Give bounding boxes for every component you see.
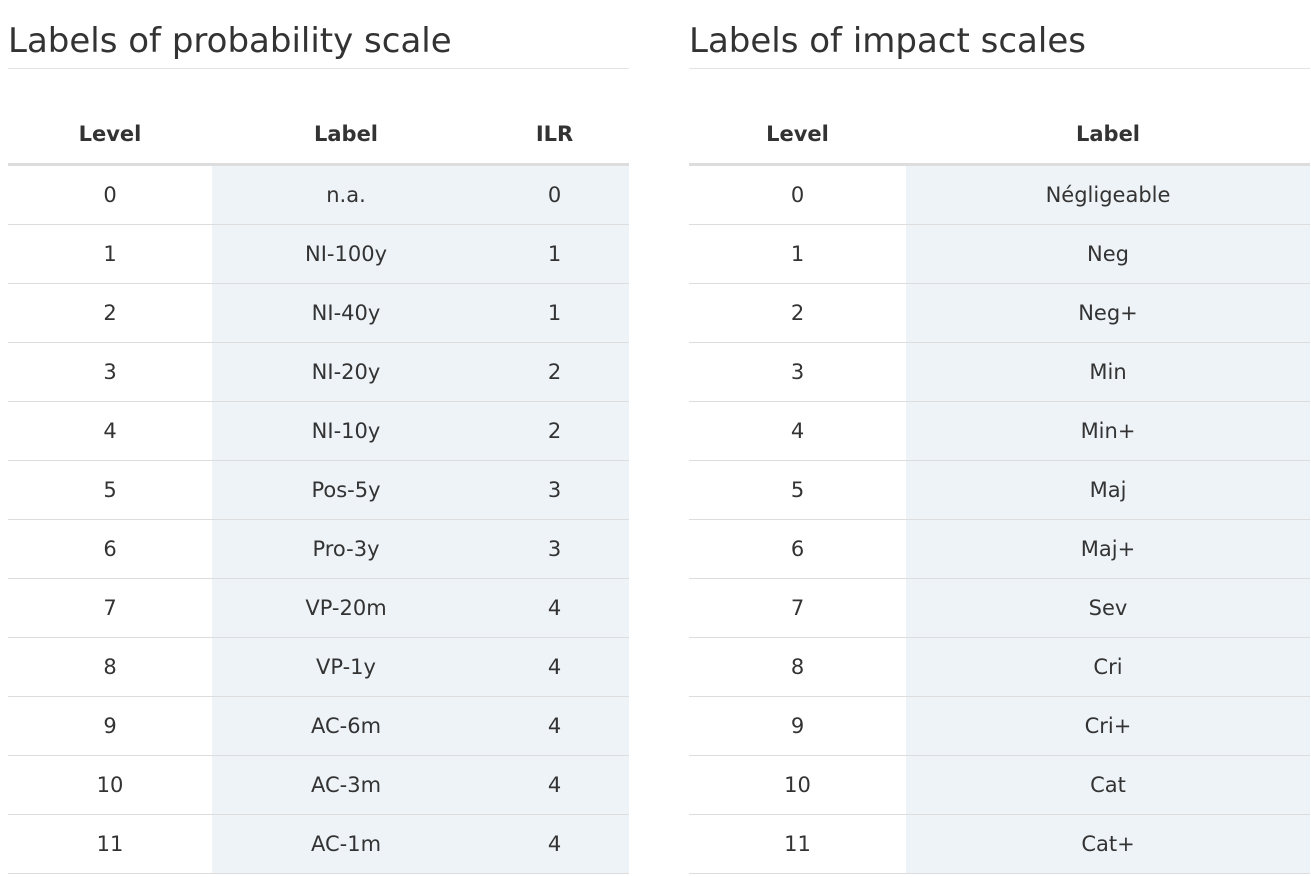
cell-level: 8 [689,637,906,697]
table-row: 0 Négligeable [689,164,1310,225]
table-header-row: Level Label ILR [8,105,629,166]
cell-level: 2 [8,283,212,343]
table-row: 4 NI-10y 2 [8,401,629,461]
table-row: 0 n.a. 0 [8,164,629,225]
cell-level: 5 [689,460,906,520]
table-row: 5 Maj [689,460,1310,520]
cell-level: 0 [8,164,212,225]
cell-ilr: 3 [480,519,629,579]
table-row: 2 Neg+ [689,283,1310,343]
cell-label: Sev [906,578,1310,638]
cell-label: Cri [906,637,1310,697]
cell-level: 9 [8,696,212,756]
cell-level: 1 [689,224,906,284]
impact-scale-table: Level Label 0 Négligeable 1 Neg 2 Neg+ 3 Min 4 Mi… [689,105,1310,874]
cell-label: VP-20m [212,578,480,638]
cell-label: Neg+ [906,283,1310,343]
cell-level: 10 [8,755,212,815]
impact-scale-panel: Labels of impact scales Level Label 0 Nég… [689,0,1310,874]
cell-label: n.a. [212,164,480,225]
table-row: 9 AC-6m 4 [8,696,629,756]
table-row: 6 Pro-3y 3 [8,519,629,579]
table-row: 4 Min+ [689,401,1310,461]
cell-ilr: 0 [480,164,629,225]
cell-label: Neg [906,224,1310,284]
cell-ilr: 3 [480,460,629,520]
table-row: 2 NI-40y 1 [8,283,629,343]
table-row: 9 Cri+ [689,696,1310,756]
impact-scale-title: Labels of impact scales [689,0,1310,69]
cell-label: NI-40y [212,283,480,343]
probability-scale-title: Labels of probability scale [8,0,629,69]
table-row: 8 VP-1y 4 [8,637,629,697]
table-row: 8 Cri [689,637,1310,697]
cell-label: Pro-3y [212,519,480,579]
cell-level: 3 [8,342,212,402]
column-header-ilr[interactable]: ILR [480,105,629,166]
cell-level: 11 [8,814,212,874]
table-header-row: Level Label [689,105,1310,166]
cell-ilr: 4 [480,696,629,756]
cell-level: 7 [8,578,212,638]
column-header-level[interactable]: Level [689,105,906,166]
cell-label: Cat [906,755,1310,815]
cell-label: AC-1m [212,814,480,874]
cell-label: AC-6m [212,696,480,756]
cell-label: VP-1y [212,637,480,697]
cell-ilr: 2 [480,342,629,402]
cell-label: NI-10y [212,401,480,461]
cell-level: 4 [8,401,212,461]
cell-label: NI-100y [212,224,480,284]
cell-label: Négligeable [906,164,1310,225]
cell-ilr: 4 [480,755,629,815]
table-row: 7 VP-20m 4 [8,578,629,638]
cell-level: 8 [8,637,212,697]
table-row: 11 Cat+ [689,814,1310,874]
cell-label: NI-20y [212,342,480,402]
table-row: 5 Pos-5y 3 [8,460,629,520]
cell-ilr: 1 [480,283,629,343]
cell-ilr: 2 [480,401,629,461]
cell-level: 7 [689,578,906,638]
table-row: 3 NI-20y 2 [8,342,629,402]
cell-label: Cat+ [906,814,1310,874]
table-row: 3 Min [689,342,1310,402]
table-row: 6 Maj+ [689,519,1310,579]
cell-label: Min+ [906,401,1310,461]
cell-level: 6 [8,519,212,579]
table-row: 10 AC-3m 4 [8,755,629,815]
table-row: 1 NI-100y 1 [8,224,629,284]
column-header-level[interactable]: Level [8,105,212,166]
cell-label: AC-3m [212,755,480,815]
table-row: 10 Cat [689,755,1310,815]
cell-level: 10 [689,755,906,815]
cell-ilr: 4 [480,578,629,638]
cell-label: Pos-5y [212,460,480,520]
table-row: 1 Neg [689,224,1310,284]
cell-label: Maj+ [906,519,1310,579]
cell-label: Cri+ [906,696,1310,756]
cell-label: Maj [906,460,1310,520]
cell-level: 2 [689,283,906,343]
table-row: 7 Sev [689,578,1310,638]
cell-level: 6 [689,519,906,579]
probability-scale-table: Level Label ILR 0 n.a. 0 1 NI-100y 1 2 NI-40y 1 3… [8,105,629,874]
cell-level: 9 [689,696,906,756]
cell-label: Min [906,342,1310,402]
cell-ilr: 1 [480,224,629,284]
column-header-label[interactable]: Label [906,105,1310,166]
column-header-label[interactable]: Label [212,105,480,166]
table-row: 11 AC-1m 4 [8,814,629,874]
probability-scale-panel: Labels of probability scale Level Label … [8,0,629,874]
cell-level: 5 [8,460,212,520]
cell-level: 4 [689,401,906,461]
cell-ilr: 4 [480,637,629,697]
cell-level: 1 [8,224,212,284]
cell-level: 11 [689,814,906,874]
cell-ilr: 4 [480,814,629,874]
cell-level: 3 [689,342,906,402]
cell-level: 0 [689,164,906,225]
